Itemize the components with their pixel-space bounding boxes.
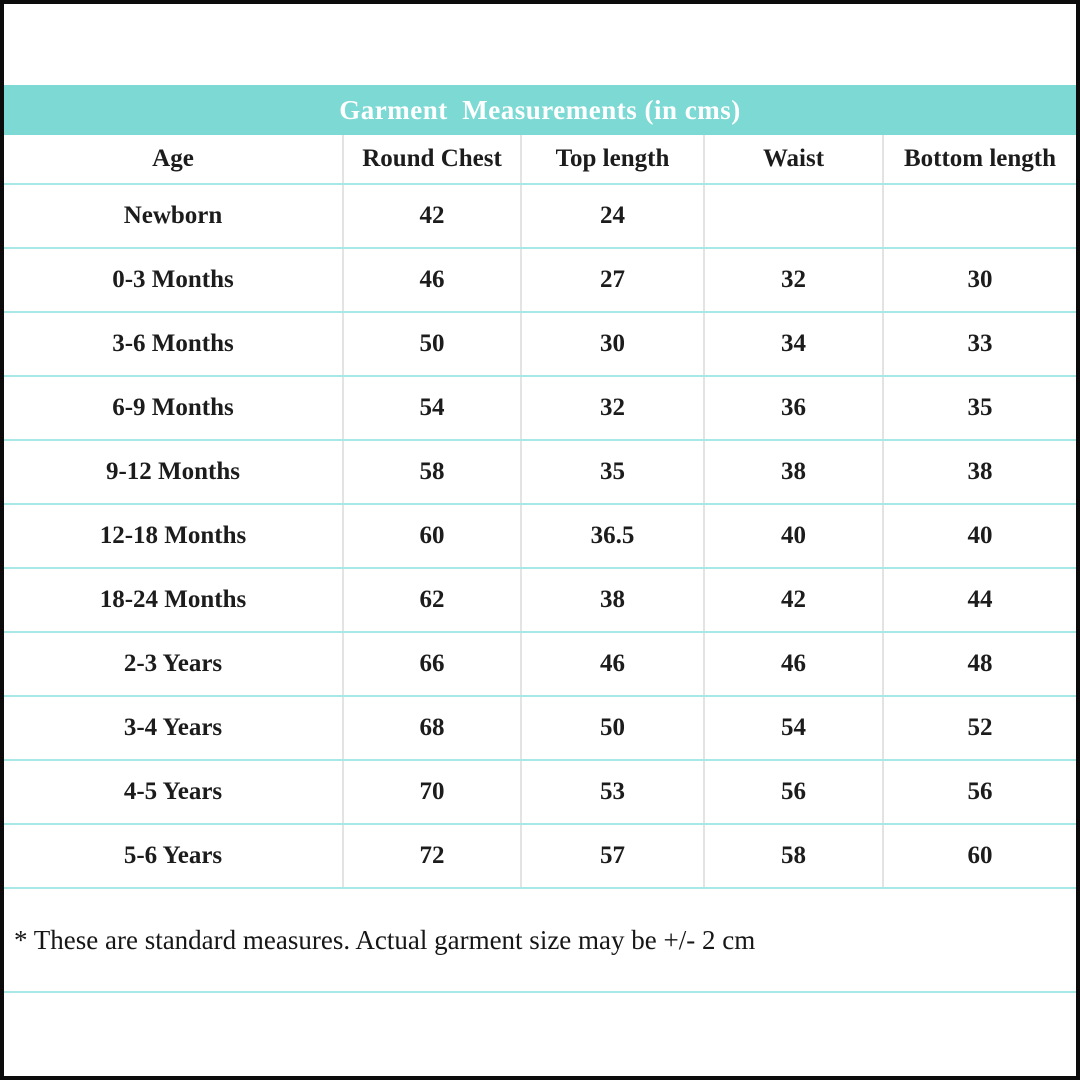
measurement-cell: 58	[703, 825, 882, 887]
measurement-cell: 70	[342, 761, 520, 823]
table-title: Garment Measurements (in cms)	[339, 94, 741, 125]
table-row: 5-6 Years 72 57 58 60	[4, 825, 1076, 889]
table-row: 0-3 Months 46 27 32 30	[4, 249, 1076, 313]
table-row: 4-5 Years 70 53 56 56	[4, 761, 1076, 825]
column-header-age: Age	[152, 145, 194, 172]
measurement-cell: 48	[882, 633, 1076, 695]
measurement-cell: 50	[520, 697, 703, 759]
measurements-table: Age Round Chest Top length Waist Bottom …	[4, 135, 1076, 889]
age-cell: 9-12 Months	[105, 458, 241, 485]
measurement-cell: 38	[703, 441, 882, 503]
measurement-cell: 35	[882, 377, 1076, 439]
measurement-cell: 24	[520, 185, 703, 247]
measurement-cell: 56	[703, 761, 882, 823]
table-row: 18-24 Months 62 38 42 44	[4, 569, 1076, 633]
measurement-cell: 46	[342, 249, 520, 311]
measurement-cell: 36	[703, 377, 882, 439]
column-header-waist: Waist	[703, 135, 882, 183]
measurement-cell: 40	[882, 505, 1076, 567]
column-header-round-chest: Round Chest	[342, 135, 520, 183]
measurement-cell	[882, 185, 1076, 247]
age-cell: 4-5 Years	[123, 778, 223, 805]
measurement-cell: 33	[882, 313, 1076, 375]
age-cell: 0-3 Months	[112, 266, 234, 293]
age-cell: 12-18 Months	[99, 522, 247, 549]
measurement-cell: 42	[703, 569, 882, 631]
measurement-cell: 58	[342, 441, 520, 503]
measurement-cell: 46	[703, 633, 882, 695]
measurement-cell: 38	[520, 569, 703, 631]
table-row: 6-9 Months 54 32 36 35	[4, 377, 1076, 441]
table-row: 12-18 Months 60 36.5 40 40	[4, 505, 1076, 569]
measurement-cell: 32	[520, 377, 703, 439]
table-row: Newborn 42 24	[4, 185, 1076, 249]
measurement-cell: 52	[882, 697, 1076, 759]
measurement-cell: 32	[703, 249, 882, 311]
measurement-cell: 60	[882, 825, 1076, 887]
measurement-cell: 30	[520, 313, 703, 375]
measurement-cell: 35	[520, 441, 703, 503]
measurement-cell: 68	[342, 697, 520, 759]
table-header-row: Age Round Chest Top length Waist Bottom …	[4, 135, 1076, 185]
table-row: 3-6 Months 50 30 34 33	[4, 313, 1076, 377]
age-cell: 5-6 Years	[123, 842, 223, 869]
measurement-cell: 53	[520, 761, 703, 823]
measurement-cell: 46	[520, 633, 703, 695]
measurement-cell: 34	[703, 313, 882, 375]
footnote-band: * These are standard measures. Actual ga…	[4, 889, 1076, 993]
table-row: 2-3 Years 66 46 46 48	[4, 633, 1076, 697]
measurement-cell: 38	[882, 441, 1076, 503]
table-title-band: Garment Measurements (in cms)	[4, 85, 1076, 135]
column-header-top-length: Top length	[520, 135, 703, 183]
measurement-cell: 62	[342, 569, 520, 631]
measurement-cell: 30	[882, 249, 1076, 311]
age-cell: 6-9 Months	[112, 394, 234, 421]
footnote-text: * These are standard measures. Actual ga…	[14, 924, 756, 955]
age-cell: 18-24 Months	[99, 586, 247, 613]
measurement-cell: 40	[703, 505, 882, 567]
column-header-bottom-length: Bottom length	[882, 135, 1076, 183]
table-row: 9-12 Months 58 35 38 38	[4, 441, 1076, 505]
measurement-cell	[703, 185, 882, 247]
measurement-cell: 66	[342, 633, 520, 695]
measurement-cell: 50	[342, 313, 520, 375]
measurement-cell: 72	[342, 825, 520, 887]
measurement-cell: 56	[882, 761, 1076, 823]
age-cell: 3-6 Months	[112, 330, 234, 357]
measurement-cell: 27	[520, 249, 703, 311]
measurement-cell: 54	[342, 377, 520, 439]
age-cell: 2-3 Years	[123, 650, 223, 677]
table-row: 3-4 Years 68 50 54 52	[4, 697, 1076, 761]
age-cell: 3-4 Years	[123, 714, 223, 741]
measurement-cell: 44	[882, 569, 1076, 631]
measurement-cell: 54	[703, 697, 882, 759]
table-body: Newborn 42 24 0-3 Months 46 27 32 30 3-6 Months 5…	[4, 185, 1076, 889]
measurement-cell: 36.5	[520, 505, 703, 567]
age-cell: Newborn	[123, 202, 223, 229]
measurement-cell: 57	[520, 825, 703, 887]
measurement-cell: 42	[342, 185, 520, 247]
measurement-cell: 60	[342, 505, 520, 567]
